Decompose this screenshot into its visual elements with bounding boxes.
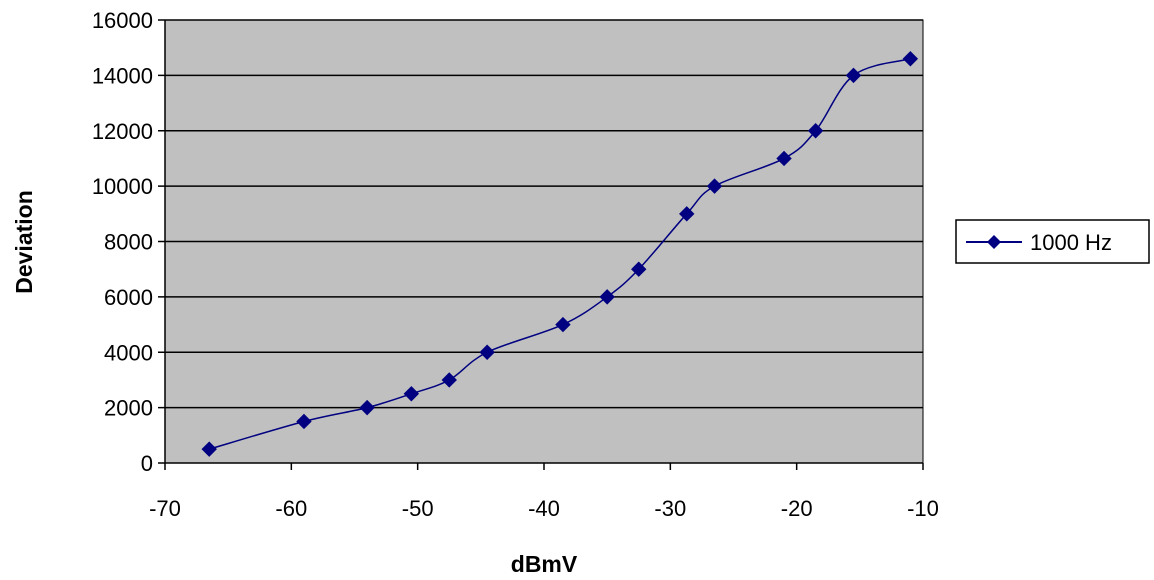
- x-tick-label: -60: [275, 496, 307, 521]
- data-point: [679, 206, 695, 222]
- gridlines: [165, 19, 923, 409]
- data-point: [807, 123, 824, 139]
- x-tick-label: -20: [781, 496, 813, 521]
- series-layer: [201, 51, 919, 457]
- data-point: [776, 150, 792, 167]
- y-tick-label: 12000: [92, 119, 153, 144]
- y-tick-label: 4000: [104, 340, 153, 365]
- data-point: [599, 289, 615, 305]
- y-tick-label: 10000: [92, 174, 153, 199]
- y-tick-label: 8000: [104, 230, 153, 255]
- y-tick-label: 14000: [92, 63, 153, 88]
- legend-series-label: 1000 Hz: [1030, 230, 1112, 255]
- y-tick-label: 16000: [92, 8, 153, 33]
- x-tick-label: -70: [149, 496, 181, 521]
- data-point: [902, 51, 919, 67]
- data-point: [441, 372, 457, 388]
- legend: 1000 Hz: [955, 219, 1150, 264]
- y-tick-label: 0: [141, 451, 153, 476]
- y-axis-title: Deviation: [11, 190, 37, 294]
- x-axis-title: dBmV: [511, 551, 578, 577]
- data-point: [296, 413, 312, 430]
- data-point: [845, 67, 862, 84]
- y-ticks: 0 2000 4000 6000 8000 10000 12000 14000 16000: [92, 8, 165, 476]
- y-tick-label: 2000: [104, 396, 153, 421]
- x-tick-label: -30: [654, 496, 686, 521]
- data-point: [555, 316, 571, 333]
- data-point: [479, 344, 495, 360]
- x-tick-label: -50: [402, 496, 434, 521]
- data-point: [631, 261, 647, 277]
- data-point: [201, 441, 217, 457]
- data-point: [403, 386, 420, 402]
- x-ticks: -70 -60 -50 -40 -30 -20 -10: [149, 463, 939, 521]
- legend-series-marker: [987, 235, 1001, 249]
- x-tick-label: -10: [907, 496, 939, 521]
- data-point: [359, 399, 375, 416]
- x-tick-label: -40: [528, 496, 560, 521]
- y-tick-label: 6000: [104, 285, 153, 310]
- data-point: [706, 178, 723, 194]
